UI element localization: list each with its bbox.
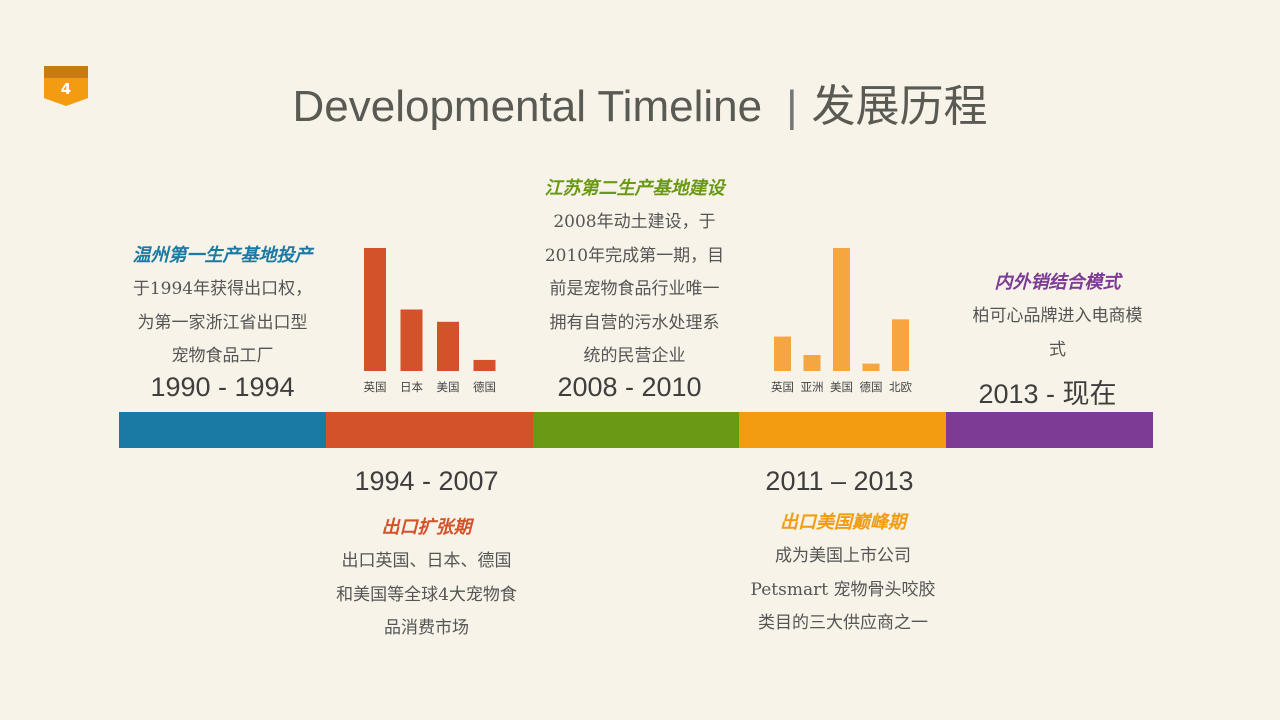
period-1994-text: 出口扩张期 出口英国、日本、德国 和美国等全球4大宠物食 品消费市场 — [314, 513, 539, 646]
period-desc-line: 和美国等全球4大宠物食 — [336, 584, 517, 605]
period-year: 2013 - 现在 — [978, 379, 1117, 409]
period-desc-line: 出口英国、日本、德国 — [341, 551, 512, 571]
chart-2-svg: 英国 亚洲 美国 德国 北欧 — [771, 248, 912, 394]
chart-tick-label: 德国 — [473, 380, 496, 394]
period-desc-line: 成为美国上市公司 — [775, 546, 911, 566]
period-year: 2008 - 2010 — [557, 372, 702, 402]
period-desc-line: 前是宠物食品行业唯一 — [549, 279, 720, 299]
page-title: Developmental Timeline | 发展历程 — [0, 70, 1280, 134]
period-desc-line: 式 — [1049, 339, 1066, 360]
chart-tick-label: 英国 — [364, 380, 387, 394]
chart-bar-美国 — [833, 248, 850, 371]
period-heading: 出口美国巅峰期 — [780, 512, 906, 533]
chart-bar-德国 — [473, 359, 496, 371]
chart-bar-日本 — [400, 309, 423, 371]
chart-tick-label: 日本 — [400, 380, 423, 394]
period-desc-line: 品消费市场 — [384, 618, 469, 638]
chart-tick-label: 亚洲 — [801, 380, 824, 394]
chart-1-svg: 英国 日本 美国 德国 — [364, 248, 496, 394]
period-desc-line: 统的民营企业 — [583, 346, 686, 366]
export-market-chart-1: 英国 日本 美国 德国 — [354, 240, 504, 400]
period-heading: 出口扩张期 — [381, 517, 472, 538]
period-2008-text: 江苏第二生产基地建设 2008年动土建设，于 2010年完成第一期，目 前是宠物… — [522, 174, 747, 374]
period-desc-line: 宠物食品工厂 — [171, 346, 274, 366]
period-desc-line: 为第一家浙江省出口型 — [137, 312, 308, 333]
chart-tick-label: 北欧 — [889, 380, 912, 394]
chart-tick-label: 美国 — [437, 380, 460, 394]
title-separator: | — [786, 82, 798, 131]
period-year: 1990 - 1994 — [150, 372, 295, 402]
chart-bar-北欧 — [892, 319, 909, 371]
timeline-segment-2008 — [533, 412, 739, 448]
chart-tick-label: 英国 — [771, 380, 794, 394]
timeline-bar — [119, 412, 1153, 448]
title-chinese: 发展历程 — [811, 82, 988, 131]
timeline-segment-1990 — [119, 412, 326, 448]
period-year: 1994 - 2007 — [354, 466, 499, 496]
period-heading: 内外销结合模式 — [994, 272, 1121, 293]
export-market-chart-2: 英国 亚洲 美国 德国 北欧 — [764, 240, 924, 400]
period-desc-line: 2010年完成第一期，目 — [544, 245, 725, 266]
chart-bar-德国 — [862, 363, 880, 371]
page-number-badge: 4 — [44, 66, 88, 106]
period-2011-text: 出口美国巅峰期 成为美国上市公司 Petsmart 宠物骨头咬胶 类目的三大供应… — [727, 508, 959, 641]
timeline-segment-2013 — [946, 412, 1153, 448]
chart-bar-英国 — [774, 336, 791, 371]
period-desc-line: 类目的三大供应商之一 — [758, 613, 928, 633]
timeline-segment-1994 — [326, 412, 533, 448]
timeline-segment-2011 — [739, 412, 946, 448]
period-desc-line: 柏可心品牌进入电商模 — [972, 306, 1143, 326]
page-number: 4 — [60, 80, 72, 98]
chart-bar-美国 — [437, 321, 459, 371]
period-heading: 温州第一生产基地投产 — [132, 245, 313, 266]
chart-tick-label: 美国 — [830, 380, 853, 394]
chart-tick-label: 德国 — [860, 380, 883, 394]
period-1990-text: 温州第一生产基地投产 于1994年获得出口权， 为第一家浙江省出口型 宠物食品工… — [110, 241, 335, 374]
period-desc-line: 2008年动土建设，于 — [553, 212, 716, 232]
period-desc-line: 于1994年获得出口权， — [132, 279, 313, 299]
title-english: Developmental Timeline — [292, 82, 763, 131]
period-desc-line: 拥有自营的污水处理系 — [549, 312, 720, 333]
period-year: 2011 – 2013 — [765, 466, 914, 496]
period-desc-line: Petsmart 宠物骨头咬胶 — [750, 579, 936, 600]
chart-bar-英国 — [364, 248, 386, 371]
chart-bar-亚洲 — [803, 355, 821, 371]
period-heading: 江苏第二生产基地建设 — [544, 178, 725, 199]
period-2013-text: 内外销结合模式 柏可心品牌进入电商模 式 — [945, 268, 1170, 367]
